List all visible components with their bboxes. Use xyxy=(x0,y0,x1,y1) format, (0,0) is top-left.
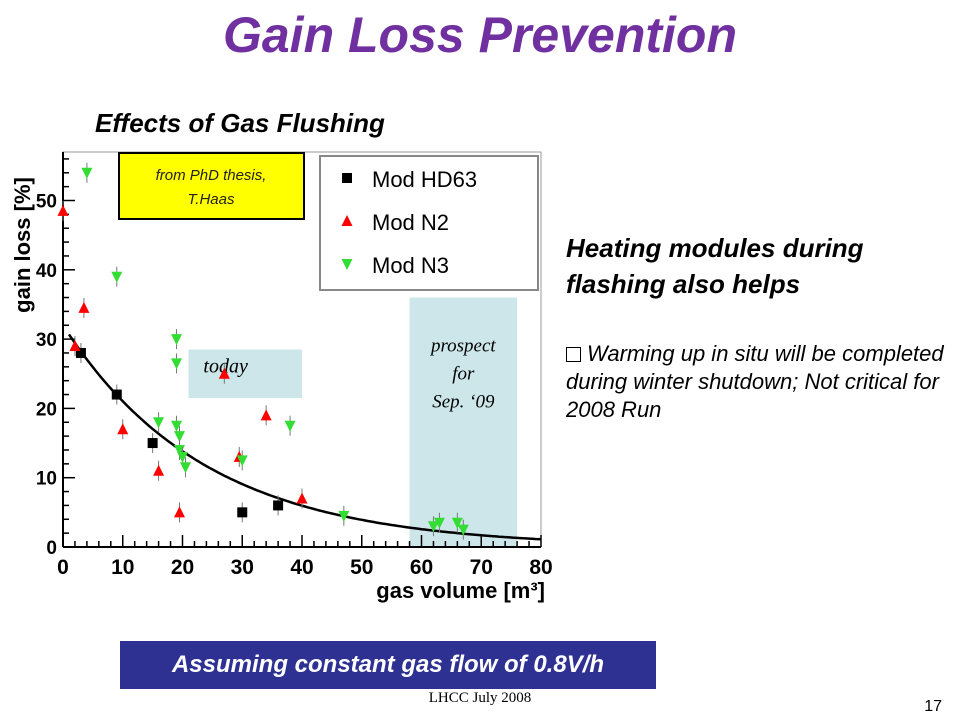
data-point-mod-n3 xyxy=(427,521,439,533)
data-point-mod-n3 xyxy=(171,358,183,370)
prospect-label-line-1: prospect xyxy=(429,336,496,357)
x-tick-label: 80 xyxy=(529,556,552,579)
x-tick-label: 10 xyxy=(111,556,134,579)
data-point-mod-n3 xyxy=(179,462,191,474)
data-point-mod-n3 xyxy=(177,451,188,463)
data-point-mod-n3 xyxy=(433,517,445,529)
y-tick-label: 30 xyxy=(36,330,57,351)
y-tick-label: 0 xyxy=(46,538,57,559)
data-point-mod-n2 xyxy=(218,367,230,379)
x-tick-label: 40 xyxy=(290,556,313,579)
x-tick-label: 70 xyxy=(470,556,493,579)
data-point-mod-n2 xyxy=(296,492,308,504)
data-point-mod-n3 xyxy=(111,271,123,283)
heating-note: Heating modules during flashing also hel… xyxy=(566,233,864,299)
source-note-box xyxy=(118,152,305,220)
slide-title: Gain Loss Prevention xyxy=(222,7,737,63)
data-point-mod-hd63 xyxy=(237,507,248,518)
warming-bullet-text: Warming up in situ will be completed dur… xyxy=(566,341,944,422)
y-tick-label: 40 xyxy=(36,261,57,282)
x-tick-label: 0 xyxy=(57,556,69,579)
today-label: today xyxy=(203,355,248,377)
prospect-highlight xyxy=(409,297,518,547)
assumption-banner: Assuming constant gas flow of 0.8V/h xyxy=(120,641,656,689)
data-point-mod-hd63 xyxy=(147,438,158,449)
prospect-label-line-3: Sep. ‘09 xyxy=(432,392,495,413)
legend-marker-2 xyxy=(341,215,353,226)
prospect-label-line-2: for xyxy=(452,364,475,385)
source-note: from PhD thesis, T.Haas xyxy=(118,152,305,220)
today-highlight xyxy=(188,349,302,399)
data-point-mod-n2 xyxy=(153,464,165,476)
data-point-mod-n3 xyxy=(236,455,248,467)
prospect-label: prospect for Sep. ‘09 xyxy=(429,336,496,413)
data-point-mod-n2 xyxy=(117,423,129,435)
data-point-mod-n3 xyxy=(171,334,183,346)
page-number: 17 xyxy=(924,698,942,715)
legend-entry-2: Mod N2 xyxy=(372,210,449,235)
data-point-mod-hd63 xyxy=(111,389,122,400)
data-point-mod-n3 xyxy=(171,420,183,432)
y-tick-label: 20 xyxy=(36,399,57,420)
axes: 0 10 20 30 40 50 60 70 80 0 10 20 30 40 50 xyxy=(36,152,553,579)
data-point-mod-n3 xyxy=(174,431,186,443)
data-point-mod-n2 xyxy=(174,506,186,518)
data-point-mod-n2 xyxy=(260,409,272,421)
legend-entry-1: Mod HD63 xyxy=(372,167,477,192)
legend: Mod HD63 Mod N2 Mod N3 xyxy=(319,155,539,291)
y-tick-label: 10 xyxy=(36,469,57,490)
source-note-line-2: T.Haas xyxy=(188,191,235,208)
x-tick-label: 20 xyxy=(171,556,194,579)
data-point-mod-n3 xyxy=(81,167,93,179)
data-point-mod-n2 xyxy=(69,340,81,352)
source-note-line-1: from PhD thesis, xyxy=(156,167,267,184)
legend-frame xyxy=(319,155,539,291)
checkbox-bullet-icon xyxy=(566,347,581,362)
y-tick-label: 50 xyxy=(36,192,57,213)
legend-marker-1 xyxy=(342,173,352,183)
data-point-mod-hd63 xyxy=(75,347,86,358)
legend-entry-3: Mod N3 xyxy=(372,253,449,278)
data-point-mod-hd63 xyxy=(273,500,284,511)
footer: LHCC July 2008 xyxy=(428,690,532,706)
gain-loss-chart: today prospect for Sep. ‘09 0 10 20 30 40 50 60 7… xyxy=(10,151,553,603)
x-tick-label: 60 xyxy=(410,556,433,579)
y-axis-label: gain loss [%] xyxy=(10,177,35,313)
x-tick-label: 50 xyxy=(350,556,373,579)
data-point-mod-n3 xyxy=(153,417,165,429)
legend-marker-3 xyxy=(341,259,353,270)
data-markers xyxy=(57,162,469,540)
data-point-mod-n2 xyxy=(57,204,69,216)
chart-subtitle: Effects of Gas Flushing xyxy=(95,108,385,138)
data-point-mod-n3 xyxy=(457,524,469,536)
data-point-mod-n3 xyxy=(284,420,296,432)
data-point-mod-n2 xyxy=(78,301,90,313)
x-tick-label: 30 xyxy=(231,556,254,579)
data-point-mod-n3 xyxy=(451,517,463,529)
data-point-mod-n3 xyxy=(338,510,350,522)
x-axis-label: gas volume [m³] xyxy=(376,578,545,603)
warming-bullet: Warming up in situ will be completed dur… xyxy=(566,340,946,424)
